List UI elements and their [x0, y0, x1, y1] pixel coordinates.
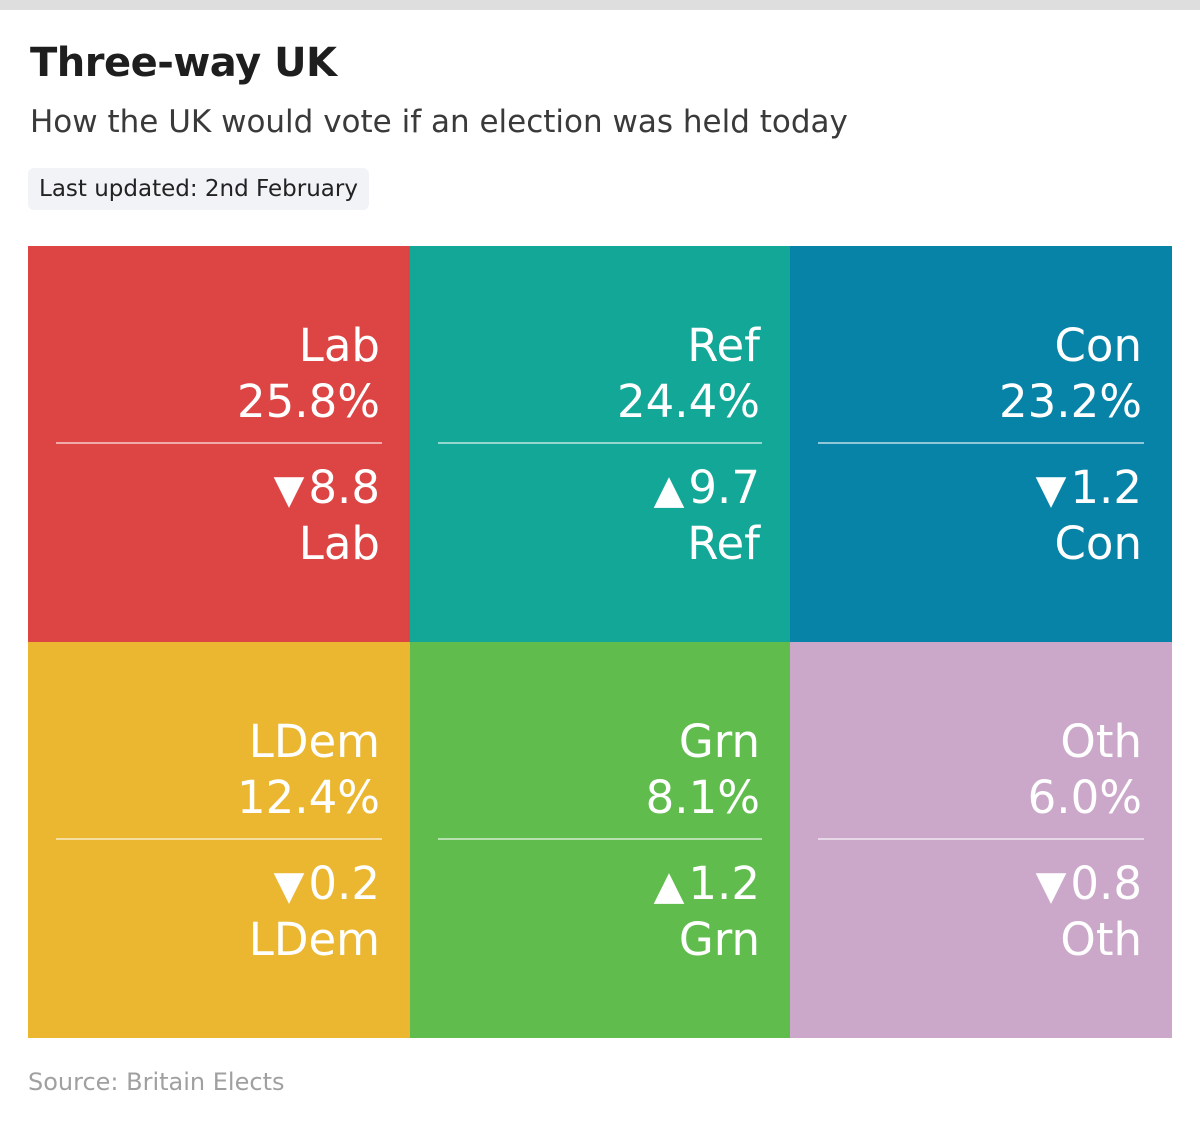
- source-note: Source: Britain Elects: [28, 1068, 285, 1096]
- party-name: Oth: [1060, 715, 1142, 768]
- vote-share: 12.4%: [237, 771, 380, 824]
- change-arrow-icon: ▼: [273, 467, 305, 513]
- vote-share: 24.4%: [617, 375, 760, 428]
- change-arrow-icon: ▼: [1035, 863, 1067, 909]
- change-amount: 0.8: [1070, 857, 1142, 910]
- change-value: ▼8.8: [274, 460, 380, 518]
- party-name: Lab: [298, 319, 380, 372]
- divider: [56, 442, 382, 444]
- change-amount: 0.2: [308, 857, 380, 910]
- party-name: Ref: [687, 319, 760, 372]
- change-amount: 9.7: [688, 461, 760, 514]
- party-name: Grn: [678, 715, 760, 768]
- vote-share: 8.1%: [645, 771, 760, 824]
- change-value: ▼0.8: [1036, 856, 1142, 914]
- change-value: ▲1.2: [654, 856, 760, 914]
- change-arrow-icon: ▼: [1035, 467, 1067, 513]
- divider: [438, 838, 762, 840]
- chart-title: Three-way UK: [30, 40, 337, 86]
- party-tile-lab: Lab 25.8% ▼8.8 Lab: [28, 246, 410, 642]
- change-party-label: Grn: [678, 913, 760, 966]
- party-tile-grn: Grn 8.1% ▲1.2 Grn: [410, 642, 790, 1038]
- divider: [818, 838, 1144, 840]
- change-party-label: Lab: [298, 517, 380, 570]
- change-arrow-icon: ▼: [273, 863, 305, 909]
- vote-share: 25.8%: [237, 375, 380, 428]
- change-party-label: Oth: [1060, 913, 1142, 966]
- change-amount: 1.2: [1070, 461, 1142, 514]
- divider: [56, 838, 382, 840]
- party-tile-con: Con 23.2% ▼1.2 Con: [790, 246, 1172, 642]
- change-value: ▲9.7: [654, 460, 760, 518]
- change-amount: 1.2: [688, 857, 760, 910]
- change-value: ▼1.2: [1036, 460, 1142, 518]
- change-arrow-icon: ▲: [653, 467, 685, 513]
- party-tiles-grid: Lab 25.8% ▼8.8 Lab Ref 24.4% ▲9.7 Ref Co…: [28, 246, 1172, 1038]
- change-party-label: LDem: [248, 913, 380, 966]
- divider: [438, 442, 762, 444]
- change-value: ▼0.2: [274, 856, 380, 914]
- party-name: LDem: [248, 715, 380, 768]
- vote-share: 23.2%: [999, 375, 1142, 428]
- change-party-label: Ref: [687, 517, 760, 570]
- vote-share: 6.0%: [1027, 771, 1142, 824]
- party-tile-ldem: LDem 12.4% ▼0.2 LDem: [28, 642, 410, 1038]
- change-arrow-icon: ▲: [653, 863, 685, 909]
- change-amount: 8.8: [308, 461, 380, 514]
- party-tile-oth: Oth 6.0% ▼0.8 Oth: [790, 642, 1172, 1038]
- change-party-label: Con: [1054, 517, 1142, 570]
- party-name: Con: [1054, 319, 1142, 372]
- divider: [818, 442, 1144, 444]
- top-bar: [0, 0, 1200, 10]
- chart-subtitle: How the UK would vote if an election was…: [30, 104, 848, 140]
- party-tile-ref: Ref 24.4% ▲9.7 Ref: [410, 246, 790, 642]
- last-updated-badge: Last updated: 2nd February: [28, 168, 369, 210]
